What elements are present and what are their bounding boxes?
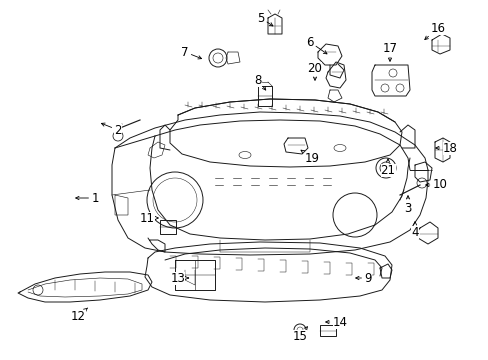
Text: 5: 5 [257, 12, 272, 26]
Text: 17: 17 [382, 41, 397, 61]
Text: 3: 3 [404, 196, 411, 215]
Text: 19: 19 [301, 150, 319, 165]
Text: 16: 16 [424, 22, 445, 40]
Text: 6: 6 [305, 36, 326, 54]
Text: 9: 9 [355, 271, 371, 284]
Text: 7: 7 [181, 45, 201, 59]
Text: 12: 12 [70, 308, 87, 323]
Text: 15: 15 [292, 327, 307, 342]
Text: 4: 4 [410, 222, 418, 238]
Text: 10: 10 [425, 179, 447, 192]
Text: 13: 13 [170, 271, 188, 284]
Text: 1: 1 [76, 192, 99, 204]
Text: 14: 14 [325, 315, 347, 328]
Text: 18: 18 [435, 141, 456, 154]
Text: 8: 8 [254, 73, 265, 90]
Text: 20: 20 [307, 62, 322, 80]
Text: 21: 21 [380, 159, 395, 176]
Text: 2: 2 [101, 123, 122, 136]
Text: 11: 11 [139, 211, 158, 225]
